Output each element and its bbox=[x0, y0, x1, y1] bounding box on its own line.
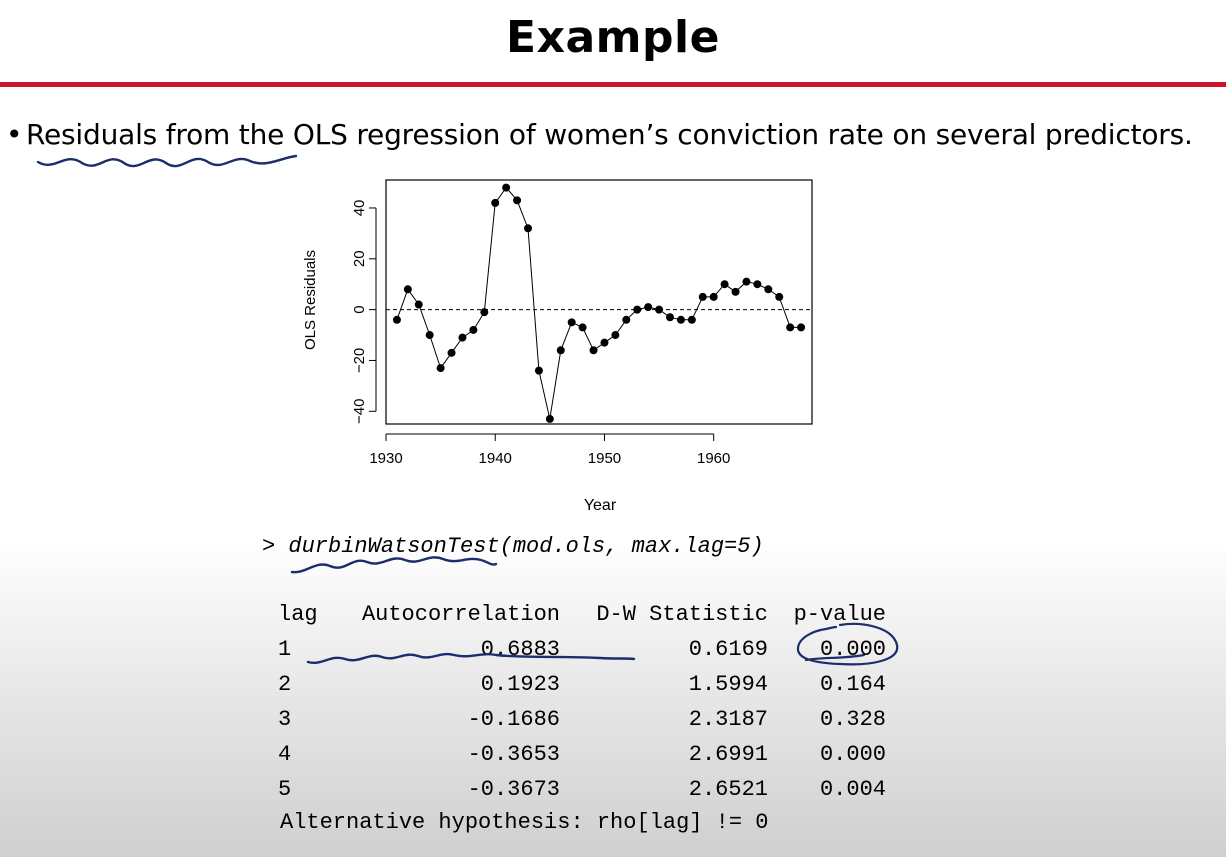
data-point bbox=[502, 183, 511, 192]
x-tick-label: 1940 bbox=[479, 450, 512, 467]
data-point bbox=[687, 315, 696, 324]
data-point bbox=[666, 313, 674, 322]
slide-title: Example bbox=[506, 12, 720, 63]
cell-p-value: 0.004 bbox=[819, 777, 886, 802]
data-point bbox=[458, 333, 467, 342]
cell-dw-statistic: 0.6169 bbox=[688, 637, 768, 662]
y-axis-label: OLS Residuals bbox=[302, 250, 319, 350]
header-autocorrelation: Autocorrelation bbox=[361, 602, 560, 627]
console-prompt: > bbox=[262, 534, 276, 559]
y-tick-label: −40 bbox=[351, 399, 368, 424]
cell-p-value: 0.000 bbox=[819, 742, 886, 767]
series-line bbox=[396, 186, 802, 420]
x-tick-label: 1950 bbox=[588, 450, 621, 467]
data-point bbox=[676, 315, 685, 324]
data-point bbox=[709, 292, 718, 301]
cell-lag: 3 bbox=[278, 707, 292, 732]
cell-p-value: 0.164 bbox=[819, 672, 886, 697]
y-tick-label: 0 bbox=[351, 305, 368, 313]
cell-autocorrelation: 0.1923 bbox=[480, 672, 560, 697]
plot-frame bbox=[385, 179, 813, 425]
data-point bbox=[556, 346, 565, 355]
data-point bbox=[403, 285, 412, 294]
data-point bbox=[611, 331, 620, 340]
cell-dw-statistic: 2.3187 bbox=[688, 707, 768, 732]
y-tick-label: 20 bbox=[351, 250, 368, 267]
title-rule bbox=[0, 82, 1226, 87]
data-point bbox=[534, 366, 543, 375]
data-point bbox=[764, 285, 773, 294]
data-point bbox=[797, 323, 806, 332]
data-point bbox=[698, 292, 707, 301]
durbin-watson-output-table: lag Autocorrelation D-W Statistic p-valu… bbox=[278, 597, 886, 807]
cell-lag: 4 bbox=[278, 742, 292, 767]
data-point bbox=[513, 196, 522, 205]
data-point bbox=[436, 364, 445, 373]
header-lag: lag bbox=[278, 602, 318, 627]
bullet-point: • Residuals from the OLS regression of wo… bbox=[6, 118, 1193, 151]
data-point bbox=[600, 338, 609, 347]
table-row: 2 0.1923 1.5994 0.164 bbox=[278, 667, 886, 702]
table-row: 3 -0.1686 2.3187 0.328 bbox=[278, 702, 886, 737]
table-row: 4 -0.3653 2.6991 0.000 bbox=[278, 737, 886, 772]
data-point bbox=[567, 318, 576, 327]
bullet-dot: • bbox=[6, 118, 23, 151]
header-p-value: p-value bbox=[793, 602, 886, 627]
console-command: durbinWatsonTest(mod.ols, max.lag=5) bbox=[288, 534, 764, 559]
y-tick-label: −20 bbox=[351, 348, 368, 373]
data-point bbox=[742, 277, 751, 286]
data-point bbox=[545, 414, 554, 423]
y-tick-label: 40 bbox=[351, 200, 368, 217]
data-point bbox=[731, 287, 740, 296]
table-row: 1 0.6883 0.6169 0.000 bbox=[278, 632, 886, 667]
cell-dw-statistic: 2.6521 bbox=[688, 777, 768, 802]
plot-layer: −40 −20 0 20 40 1930 1940 1950 1960 bbox=[351, 179, 813, 467]
cell-lag: 2 bbox=[278, 672, 292, 697]
alternative-hypothesis: Alternative hypothesis: rho[lag] != 0 bbox=[280, 810, 769, 835]
cell-lag: 5 bbox=[278, 777, 292, 802]
data-point bbox=[414, 300, 423, 309]
cell-autocorrelation: -0.3673 bbox=[467, 777, 560, 802]
x-tick-label: 1960 bbox=[697, 450, 730, 467]
cell-p-value: 0.000 bbox=[819, 637, 886, 662]
residuals-chart: −40 −20 0 20 40 1930 1940 1950 1960 OLS Residual… bbox=[280, 170, 825, 525]
ink-underline-residuals bbox=[36, 154, 298, 168]
console-command-line: > durbinWatsonTest(mod.ols, max.lag=5) bbox=[262, 534, 764, 559]
data-point bbox=[524, 224, 532, 233]
data-point bbox=[480, 308, 489, 317]
table-header-row: lag Autocorrelation D-W Statistic p-valu… bbox=[278, 597, 886, 632]
cell-p-value: 0.328 bbox=[819, 707, 886, 732]
data-point bbox=[392, 315, 401, 324]
data-point bbox=[644, 303, 653, 312]
residuals-chart-svg: −40 −20 0 20 40 1930 1940 1950 1960 OLS Residual… bbox=[302, 179, 813, 514]
data-point bbox=[578, 323, 587, 332]
data-point bbox=[469, 325, 478, 334]
data-point bbox=[753, 280, 762, 289]
x-tick-label: 1930 bbox=[369, 450, 402, 467]
data-point bbox=[491, 198, 500, 207]
data-point bbox=[655, 305, 664, 314]
x-axis-label: Year bbox=[584, 497, 617, 514]
cell-autocorrelation: -0.1686 bbox=[467, 707, 560, 732]
data-point bbox=[447, 348, 456, 357]
cell-autocorrelation: 0.6883 bbox=[480, 637, 560, 662]
table-row: 5 -0.3673 2.6521 0.004 bbox=[278, 772, 886, 807]
header-dw-statistic: D-W Statistic bbox=[596, 602, 768, 627]
data-point bbox=[425, 331, 434, 340]
data-point bbox=[775, 292, 784, 301]
data-point bbox=[589, 346, 598, 355]
cell-autocorrelation: -0.3653 bbox=[467, 742, 560, 767]
bullet-text: Residuals from the OLS regression of wom… bbox=[26, 118, 1193, 151]
data-point bbox=[633, 305, 642, 314]
cell-dw-statistic: 2.6991 bbox=[688, 742, 768, 767]
ink-underline-command bbox=[290, 556, 498, 574]
data-point bbox=[622, 315, 631, 324]
data-point bbox=[720, 280, 729, 289]
data-point bbox=[786, 323, 795, 332]
cell-dw-statistic: 1.5994 bbox=[688, 672, 768, 697]
cell-lag: 1 bbox=[278, 637, 292, 662]
